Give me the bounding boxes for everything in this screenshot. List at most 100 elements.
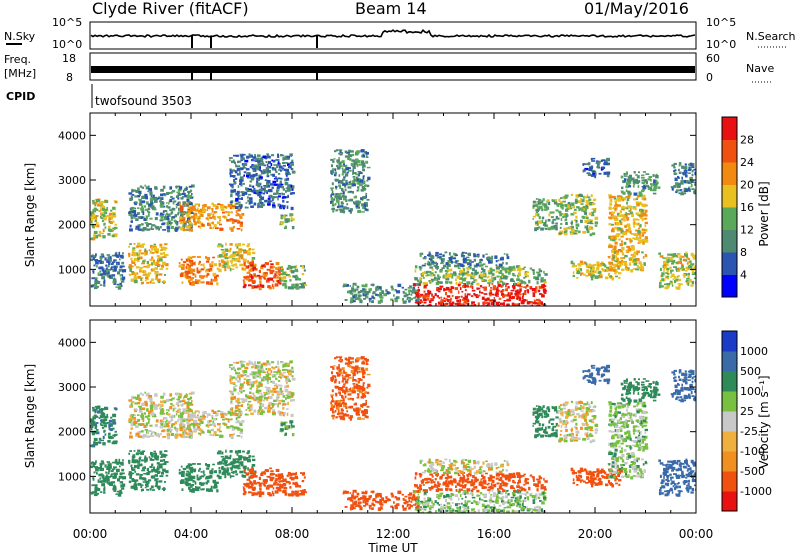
power-cell bbox=[528, 280, 531, 284]
velocity-cell bbox=[155, 482, 158, 486]
power-cell bbox=[529, 301, 533, 304]
power-cell bbox=[351, 292, 354, 296]
power-cell bbox=[626, 207, 629, 210]
power-cell bbox=[594, 221, 599, 225]
power-cell bbox=[589, 166, 593, 170]
power-cell bbox=[663, 266, 667, 269]
power-cell bbox=[151, 262, 154, 266]
power-cell bbox=[349, 190, 352, 193]
power-cell bbox=[342, 183, 346, 186]
power-cell bbox=[361, 181, 364, 185]
power-cell bbox=[526, 274, 529, 278]
power-cell bbox=[263, 278, 266, 280]
power-cell bbox=[683, 180, 686, 184]
power-cell bbox=[673, 266, 677, 268]
power-cell bbox=[419, 267, 422, 271]
power-cell bbox=[168, 202, 170, 205]
power-cell bbox=[535, 213, 538, 217]
power-cell bbox=[130, 216, 134, 220]
velocity-cell bbox=[164, 454, 168, 457]
power-cell bbox=[615, 222, 620, 226]
velocity-cell bbox=[130, 402, 133, 406]
velocity-cell bbox=[206, 464, 211, 468]
power-cell bbox=[532, 272, 535, 275]
velocity-cell bbox=[138, 418, 141, 422]
power-cell bbox=[583, 273, 586, 276]
power-cell bbox=[659, 279, 662, 282]
power-cell bbox=[492, 285, 496, 288]
power-cell bbox=[193, 220, 196, 223]
velocity-cell bbox=[147, 479, 152, 482]
power-cell bbox=[185, 276, 189, 280]
power-cell bbox=[356, 182, 360, 185]
power-cell bbox=[632, 237, 636, 240]
power-cell bbox=[458, 273, 462, 276]
power-cell bbox=[652, 182, 657, 186]
velocity-cell bbox=[156, 433, 159, 436]
velocity-cell bbox=[93, 462, 97, 465]
power-cell bbox=[555, 209, 559, 212]
power-cell bbox=[249, 200, 253, 204]
power-cell bbox=[259, 205, 262, 207]
power-cell bbox=[633, 262, 638, 266]
power-cell bbox=[688, 166, 692, 170]
power-cell bbox=[471, 289, 476, 292]
power-cell bbox=[532, 200, 536, 204]
power-cell bbox=[506, 303, 510, 306]
power-cell bbox=[428, 280, 432, 282]
power-cell bbox=[185, 211, 187, 214]
power-cell bbox=[102, 228, 105, 233]
power-cell bbox=[154, 217, 158, 221]
velocity-cell bbox=[138, 457, 141, 460]
power-cell bbox=[180, 213, 183, 216]
velocity-cell bbox=[104, 433, 107, 436]
power-cell bbox=[162, 185, 166, 189]
power-cell bbox=[535, 204, 539, 207]
power-cell bbox=[185, 258, 189, 262]
power-cell bbox=[686, 180, 689, 182]
power-cell bbox=[445, 262, 449, 266]
velocity-cell bbox=[104, 464, 107, 468]
velocity-cell bbox=[236, 427, 239, 429]
power-cell bbox=[96, 265, 98, 268]
power-cell bbox=[106, 206, 108, 210]
power-cell bbox=[412, 288, 416, 292]
power-cell bbox=[514, 290, 517, 293]
power-cell bbox=[413, 297, 415, 299]
power-cell bbox=[241, 256, 244, 260]
power-cell bbox=[555, 215, 558, 220]
power-cell bbox=[660, 285, 664, 288]
velocity-cell bbox=[102, 462, 105, 465]
velocity-cell bbox=[196, 426, 200, 429]
power-cell bbox=[237, 185, 240, 188]
power-cell bbox=[289, 192, 293, 195]
power-cell bbox=[129, 268, 132, 272]
power-cell bbox=[282, 199, 285, 203]
power-cell bbox=[429, 271, 432, 274]
power-cell bbox=[497, 259, 500, 262]
power-cell bbox=[191, 262, 195, 265]
power-cell bbox=[608, 268, 612, 271]
power-cell bbox=[489, 257, 494, 260]
power-cell bbox=[573, 219, 577, 222]
power-cell bbox=[218, 268, 222, 273]
power-cell bbox=[410, 297, 413, 301]
power-cell bbox=[280, 266, 283, 268]
power-cell bbox=[492, 277, 496, 279]
power-cell bbox=[144, 271, 147, 274]
power-cell bbox=[610, 223, 614, 226]
power-cell bbox=[281, 193, 285, 196]
velocity-cell bbox=[182, 411, 184, 415]
power-cell bbox=[582, 216, 585, 219]
power-cell bbox=[151, 248, 154, 251]
power-cell bbox=[198, 225, 201, 228]
power-cell bbox=[148, 249, 151, 252]
power-cell bbox=[551, 226, 553, 230]
power-cell bbox=[142, 274, 147, 276]
power-cell bbox=[512, 287, 516, 290]
power-cell bbox=[507, 267, 511, 270]
power-cell bbox=[469, 266, 472, 270]
power-cell bbox=[118, 258, 121, 261]
velocity-cell bbox=[103, 488, 106, 492]
velocity-cell bbox=[111, 441, 115, 445]
